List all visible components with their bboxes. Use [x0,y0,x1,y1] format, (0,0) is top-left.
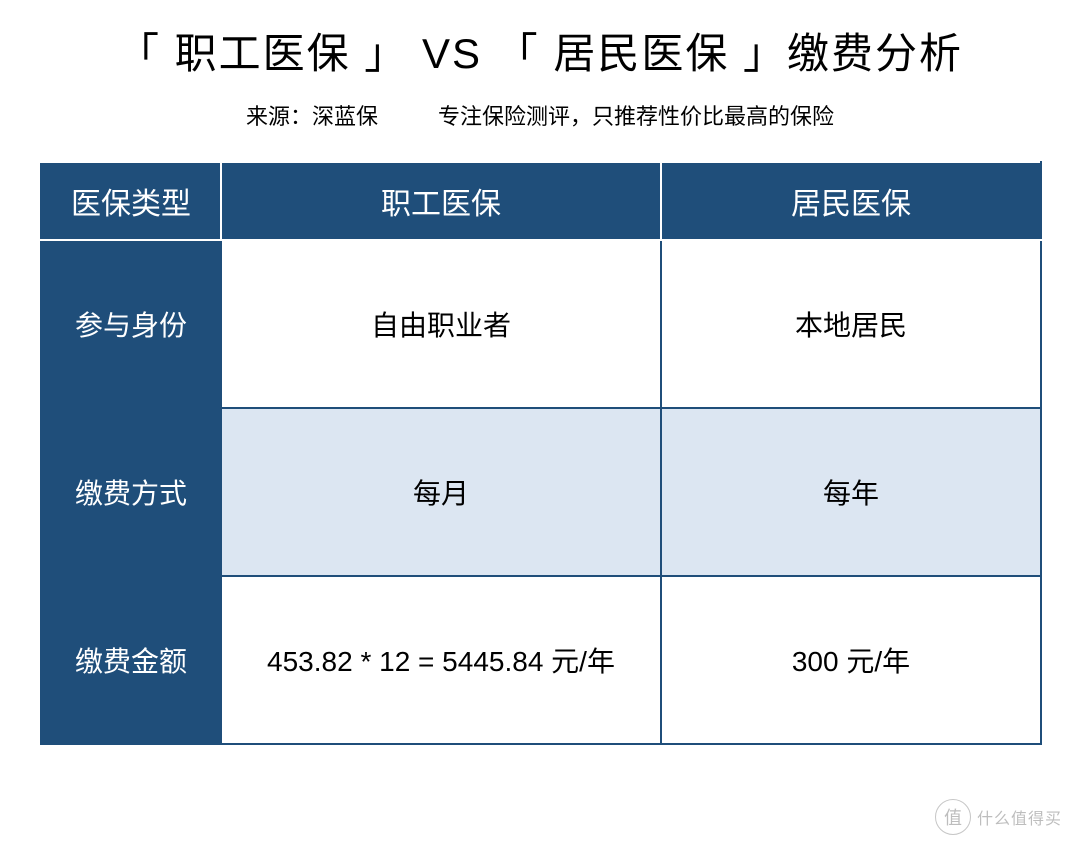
watermark-text: 什么值得买 [977,805,1062,829]
page-title: 「 职工医保 」 VS 「 居民医保 」缴费分析 [40,20,1040,81]
table-row: 缴费金额 453.82 * 12 = 5445.84 元/年 300 元/年 [41,576,1041,744]
tagline-label: 专注保险测评，只推荐性价比最高的保险 [438,99,834,131]
cell-frequency-employee: 每月 [221,408,661,576]
cell-identity-resident: 本地居民 [661,240,1041,408]
cell-amount-resident: 300 元/年 [661,576,1041,744]
cell-frequency-resident: 每年 [661,408,1041,576]
subtitle-row: 来源：深蓝保 专注保险测评，只推荐性价比最高的保险 [40,99,1040,131]
cell-identity-employee: 自由职业者 [221,240,661,408]
table-row: 参与身份 自由职业者 本地居民 [41,240,1041,408]
watermark: 值 什么值得买 [935,799,1062,835]
comparison-table: 医保类型 职工医保 居民医保 参与身份 自由职业者 本地居民 缴费方式 每月 每… [40,161,1042,745]
col-header-resident: 居民医保 [661,162,1041,240]
row-label-identity: 参与身份 [41,240,221,408]
col-header-type: 医保类型 [41,162,221,240]
cell-amount-employee: 453.82 * 12 = 5445.84 元/年 [221,576,661,744]
watermark-badge-icon: 值 [935,799,971,835]
col-header-employee: 职工医保 [221,162,661,240]
source-label: 来源：深蓝保 [246,99,378,131]
table-header-row: 医保类型 职工医保 居民医保 [41,162,1041,240]
row-label-amount: 缴费金额 [41,576,221,744]
row-label-frequency: 缴费方式 [41,408,221,576]
table-row: 缴费方式 每月 每年 [41,408,1041,576]
page-container: 「 职工医保 」 VS 「 居民医保 」缴费分析 来源：深蓝保 专注保险测评，只… [0,0,1080,745]
